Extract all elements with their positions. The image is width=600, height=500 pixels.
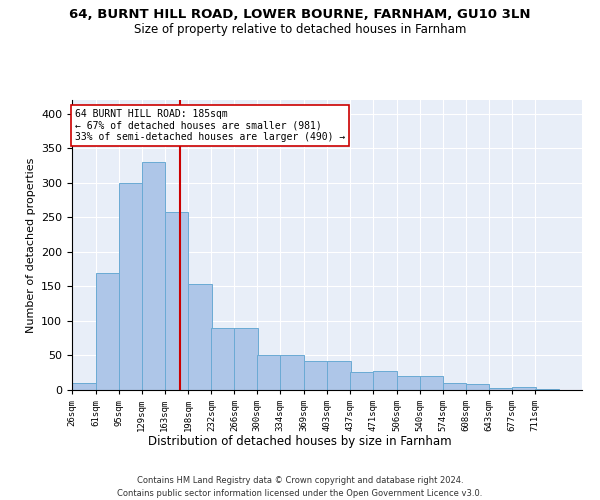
Bar (164, 212, 188, 390)
Bar (373, 370, 397, 390)
Bar (211, 328, 235, 390)
Bar (304, 361, 328, 390)
Bar (535, 388, 559, 390)
Bar (142, 162, 166, 390)
Text: 64 BURNT HILL ROAD: 185sqm
← 67% of detached houses are smaller (981)
33% of sem: 64 BURNT HILL ROAD: 185sqm ← 67% of deta… (75, 109, 345, 142)
Bar (397, 376, 421, 390)
Text: 64, BURNT HILL ROAD, LOWER BOURNE, FARNHAM, GU10 3LN: 64, BURNT HILL ROAD, LOWER BOURNE, FARNH… (69, 8, 531, 20)
Bar (95, 272, 119, 390)
Text: Distribution of detached houses by size in Farnham: Distribution of detached houses by size … (148, 435, 452, 448)
Bar (257, 356, 281, 390)
Y-axis label: Number of detached properties: Number of detached properties (26, 158, 35, 332)
Bar (72, 383, 95, 390)
Bar (419, 376, 443, 390)
Bar (327, 361, 350, 390)
Bar (235, 328, 258, 390)
Bar (512, 387, 536, 390)
Text: Size of property relative to detached houses in Farnham: Size of property relative to detached ho… (134, 22, 466, 36)
Bar (443, 383, 466, 390)
Bar (350, 372, 374, 390)
Bar (280, 356, 304, 390)
Bar (188, 284, 212, 390)
Bar (466, 384, 490, 390)
Text: Contains HM Land Registry data © Crown copyright and database right 2024.
Contai: Contains HM Land Registry data © Crown c… (118, 476, 482, 498)
Bar (490, 388, 513, 390)
Bar (119, 183, 142, 390)
